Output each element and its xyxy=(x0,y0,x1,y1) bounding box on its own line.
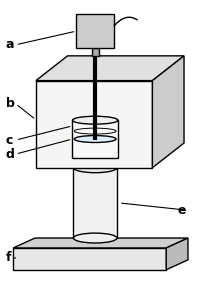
Polygon shape xyxy=(13,238,188,248)
Ellipse shape xyxy=(73,233,117,243)
Text: d: d xyxy=(6,148,15,161)
Text: a: a xyxy=(6,38,14,51)
Polygon shape xyxy=(76,14,114,48)
Polygon shape xyxy=(72,120,118,158)
Polygon shape xyxy=(92,48,99,56)
Polygon shape xyxy=(36,56,184,81)
Ellipse shape xyxy=(72,116,118,124)
Text: f: f xyxy=(6,251,11,264)
Ellipse shape xyxy=(74,136,116,142)
Polygon shape xyxy=(73,168,117,238)
Polygon shape xyxy=(166,238,188,270)
Text: b: b xyxy=(6,97,15,110)
Ellipse shape xyxy=(73,163,117,173)
Text: e: e xyxy=(177,204,186,217)
Polygon shape xyxy=(36,81,152,168)
Polygon shape xyxy=(13,248,166,270)
Text: c: c xyxy=(6,134,13,147)
Polygon shape xyxy=(152,56,184,168)
